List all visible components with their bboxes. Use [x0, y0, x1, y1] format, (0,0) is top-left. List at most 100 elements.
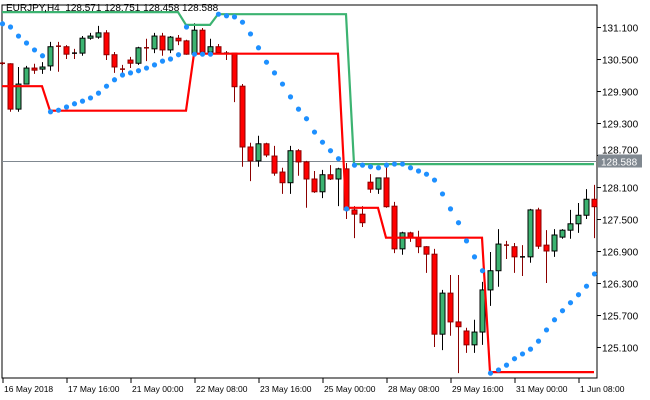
candle: [543, 230, 550, 283]
candle-body: [567, 223, 574, 231]
candle-body: [319, 174, 326, 193]
sar-dot: [39, 53, 46, 59]
candle-body: [311, 178, 318, 193]
candle: [423, 246, 430, 273]
price-tick-label: 128.700: [602, 145, 639, 156]
sar-dot: [231, 14, 238, 20]
current-price-badge: [598, 154, 642, 168]
candle-body: [79, 37, 86, 54]
sar-dot: [391, 161, 398, 167]
sar-dot: [239, 19, 246, 25]
candle-body: [199, 29, 206, 53]
sar-dot: [23, 40, 30, 46]
sar-dot: [111, 77, 118, 83]
current-price-label: 128.588: [601, 157, 638, 168]
time-tick-label: 21 May 00:00: [132, 384, 184, 394]
candle: [135, 46, 142, 65]
candle: [247, 142, 254, 182]
candle-body: [535, 209, 542, 247]
sar-dot: [207, 51, 214, 57]
sar-dot: [263, 59, 270, 65]
candle: [327, 165, 334, 181]
sar-dot: [279, 81, 286, 87]
candle: [511, 242, 518, 273]
lower-envelope-line: [2, 52, 594, 374]
candle: [15, 66, 22, 112]
candle-body: [271, 155, 278, 174]
sar-dot: [567, 300, 574, 306]
sar-dot: [447, 206, 454, 212]
candle: [175, 34, 182, 46]
sar-dot: [143, 65, 150, 71]
sar-dot: [511, 356, 518, 362]
candle: [351, 206, 358, 239]
sar-dot: [135, 68, 142, 74]
candle-body: [335, 168, 342, 180]
sar-dot: [439, 191, 446, 197]
candle: [527, 208, 534, 263]
candle: [56, 41, 61, 72]
time-tick-label: 29 May 16:00: [452, 384, 504, 394]
candle-body: [423, 246, 430, 255]
sar-dot: [7, 24, 14, 30]
candle: [575, 202, 582, 233]
candle: [431, 248, 438, 347]
candle-body: [327, 174, 334, 180]
price-tick-label: 127.500: [602, 216, 639, 227]
candle: [127, 56, 134, 69]
candle: [7, 63, 14, 112]
candle: [567, 209, 574, 239]
candle-body: [487, 270, 494, 291]
candle: [231, 52, 238, 103]
candle: [471, 319, 478, 353]
candle: [439, 289, 446, 351]
candle: [303, 160, 310, 208]
candle-body: [575, 214, 582, 225]
candle: [375, 177, 382, 194]
price-tick-label: 126.900: [602, 248, 639, 259]
candle: [399, 231, 406, 255]
sar-dot: [335, 156, 342, 162]
candle-body: [511, 246, 518, 258]
sar-dot: [287, 94, 294, 100]
sar-dot: [591, 271, 598, 277]
candle: [103, 30, 110, 61]
lower-line: [2, 52, 594, 374]
candle: [279, 167, 286, 194]
candle-body: [183, 40, 190, 55]
candle: [295, 149, 302, 176]
sar-dot: [383, 162, 390, 168]
price-tick-label: 129.900: [602, 88, 639, 99]
sar-dot: [303, 116, 310, 122]
candle-body: [295, 150, 302, 163]
sar-dot: [559, 308, 566, 314]
sar-dot: [487, 370, 494, 376]
candle-body: [191, 29, 198, 55]
time-tick-label: 1 Jun 08:00: [580, 384, 625, 394]
candle-body: [375, 177, 382, 190]
sar-dot: [407, 165, 414, 171]
sar-dot: [63, 104, 70, 110]
candle: [583, 189, 590, 219]
sar-dot: [367, 164, 374, 170]
sar-dot: [119, 72, 126, 78]
sar-dot: [87, 95, 94, 101]
plot-border: [1, 4, 598, 379]
candle: [271, 145, 278, 176]
candle-body: [239, 85, 246, 148]
candle: [23, 65, 30, 85]
candle-body: [255, 143, 262, 162]
candle: [535, 207, 542, 249]
sar-dot: [175, 52, 182, 58]
candle-body: [455, 321, 462, 328]
sar-dot: [215, 11, 222, 17]
sar-dot: [159, 58, 166, 64]
candle-body: [447, 292, 454, 323]
sar-dot: [255, 45, 262, 51]
sar-dot: [167, 56, 174, 62]
candle-body: [303, 161, 310, 180]
candle-body: [47, 46, 54, 67]
candle: [72, 48, 77, 59]
candle: [287, 145, 294, 194]
